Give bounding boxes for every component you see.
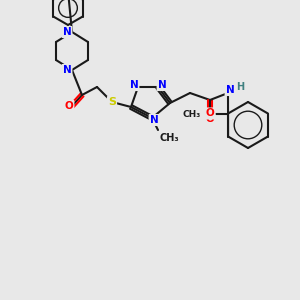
Text: H: H bbox=[236, 82, 244, 92]
Text: O: O bbox=[206, 109, 214, 118]
Text: N: N bbox=[63, 65, 71, 75]
Text: N: N bbox=[226, 85, 234, 95]
Text: N: N bbox=[150, 115, 158, 125]
Text: S: S bbox=[108, 97, 116, 107]
Text: CH₃: CH₃ bbox=[160, 133, 180, 143]
Text: N: N bbox=[158, 80, 166, 90]
Text: O: O bbox=[206, 114, 214, 124]
Text: CH₃: CH₃ bbox=[183, 110, 201, 119]
Text: N: N bbox=[130, 80, 138, 90]
Text: O: O bbox=[64, 101, 74, 111]
Text: N: N bbox=[63, 27, 71, 37]
